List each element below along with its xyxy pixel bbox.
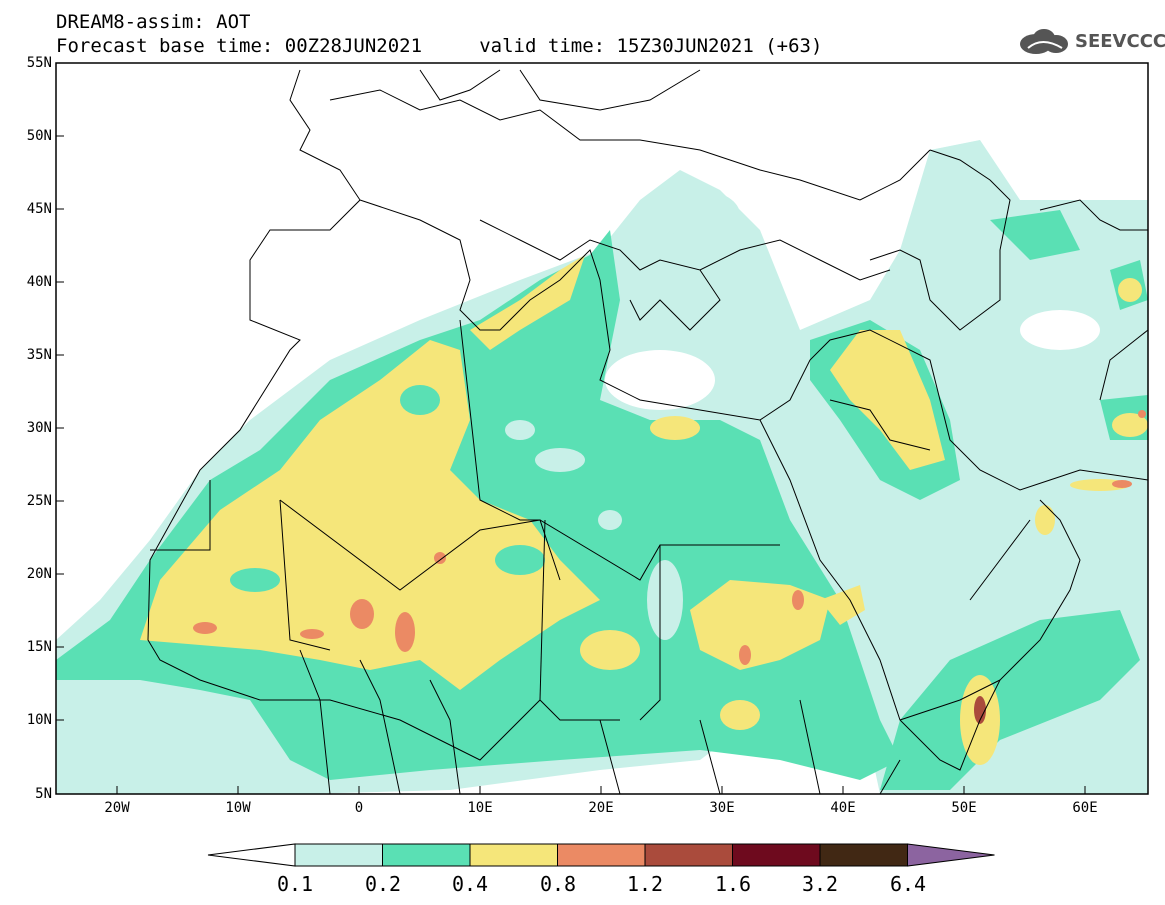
colorbar-label: 1.2 — [626, 872, 664, 896]
lat-label: 15N — [26, 639, 52, 655]
lat-label: 50N — [26, 128, 52, 144]
colorbar-cell — [469, 843, 558, 867]
lon-label: 0 — [354, 800, 364, 816]
lat-label: 30N — [26, 420, 52, 436]
aot-field — [56, 63, 1148, 794]
colorbar-label: 0.2 — [364, 872, 402, 896]
lat-label: 10N — [26, 712, 52, 728]
lon-label: 10E — [467, 800, 493, 816]
lat-label: 25N — [26, 493, 52, 509]
colorbar-cell — [732, 843, 821, 867]
colorbar-cell — [819, 843, 908, 867]
lat-label: 20N — [26, 566, 52, 582]
seevccc-logo — [1020, 29, 1068, 54]
colorbar-label: 6.4 — [889, 872, 927, 896]
map-title: DREAM8-assim: AOT — [56, 11, 251, 33]
colorbar-label: 0.8 — [539, 872, 577, 896]
colorbar-low-arrow — [207, 843, 296, 867]
lat-label: 5N — [35, 786, 52, 802]
lon-label: 60E — [1072, 800, 1098, 816]
lon-label: 20E — [588, 800, 614, 816]
lon-label: 30E — [709, 800, 735, 816]
colorbar-label: 0.1 — [276, 872, 314, 896]
colorbar-high-arrow — [907, 843, 995, 867]
aot-contour-0.4 — [140, 340, 600, 690]
colorbar-cell — [644, 843, 733, 867]
logo-text: SEEVCCC — [1075, 31, 1165, 52]
aot-contour-0.8 — [350, 599, 374, 629]
colorbar-cell — [294, 843, 383, 867]
colorbar-label: 3.2 — [801, 872, 839, 896]
cloud-icon — [1020, 29, 1068, 54]
axis-ticks — [56, 62, 1086, 794]
coastlines — [147, 69, 1148, 794]
colorbar-label: 1.6 — [714, 872, 752, 896]
lat-label: 35N — [26, 347, 52, 363]
colorbar-label: 0.4 — [451, 872, 489, 896]
lon-label: 50E — [951, 800, 977, 816]
lon-label: 20W — [104, 800, 130, 816]
colorbar-cell — [382, 843, 471, 867]
lon-label: 10W — [225, 800, 251, 816]
lat-label: 45N — [26, 201, 52, 217]
lon-label: 40E — [830, 800, 856, 816]
colorbar-cell — [557, 843, 646, 867]
lat-label: 55N — [26, 55, 52, 71]
forecast-time-line: Forecast base time: 00Z28JUN2021 valid t… — [56, 35, 823, 57]
lat-label: 40N — [26, 274, 52, 290]
